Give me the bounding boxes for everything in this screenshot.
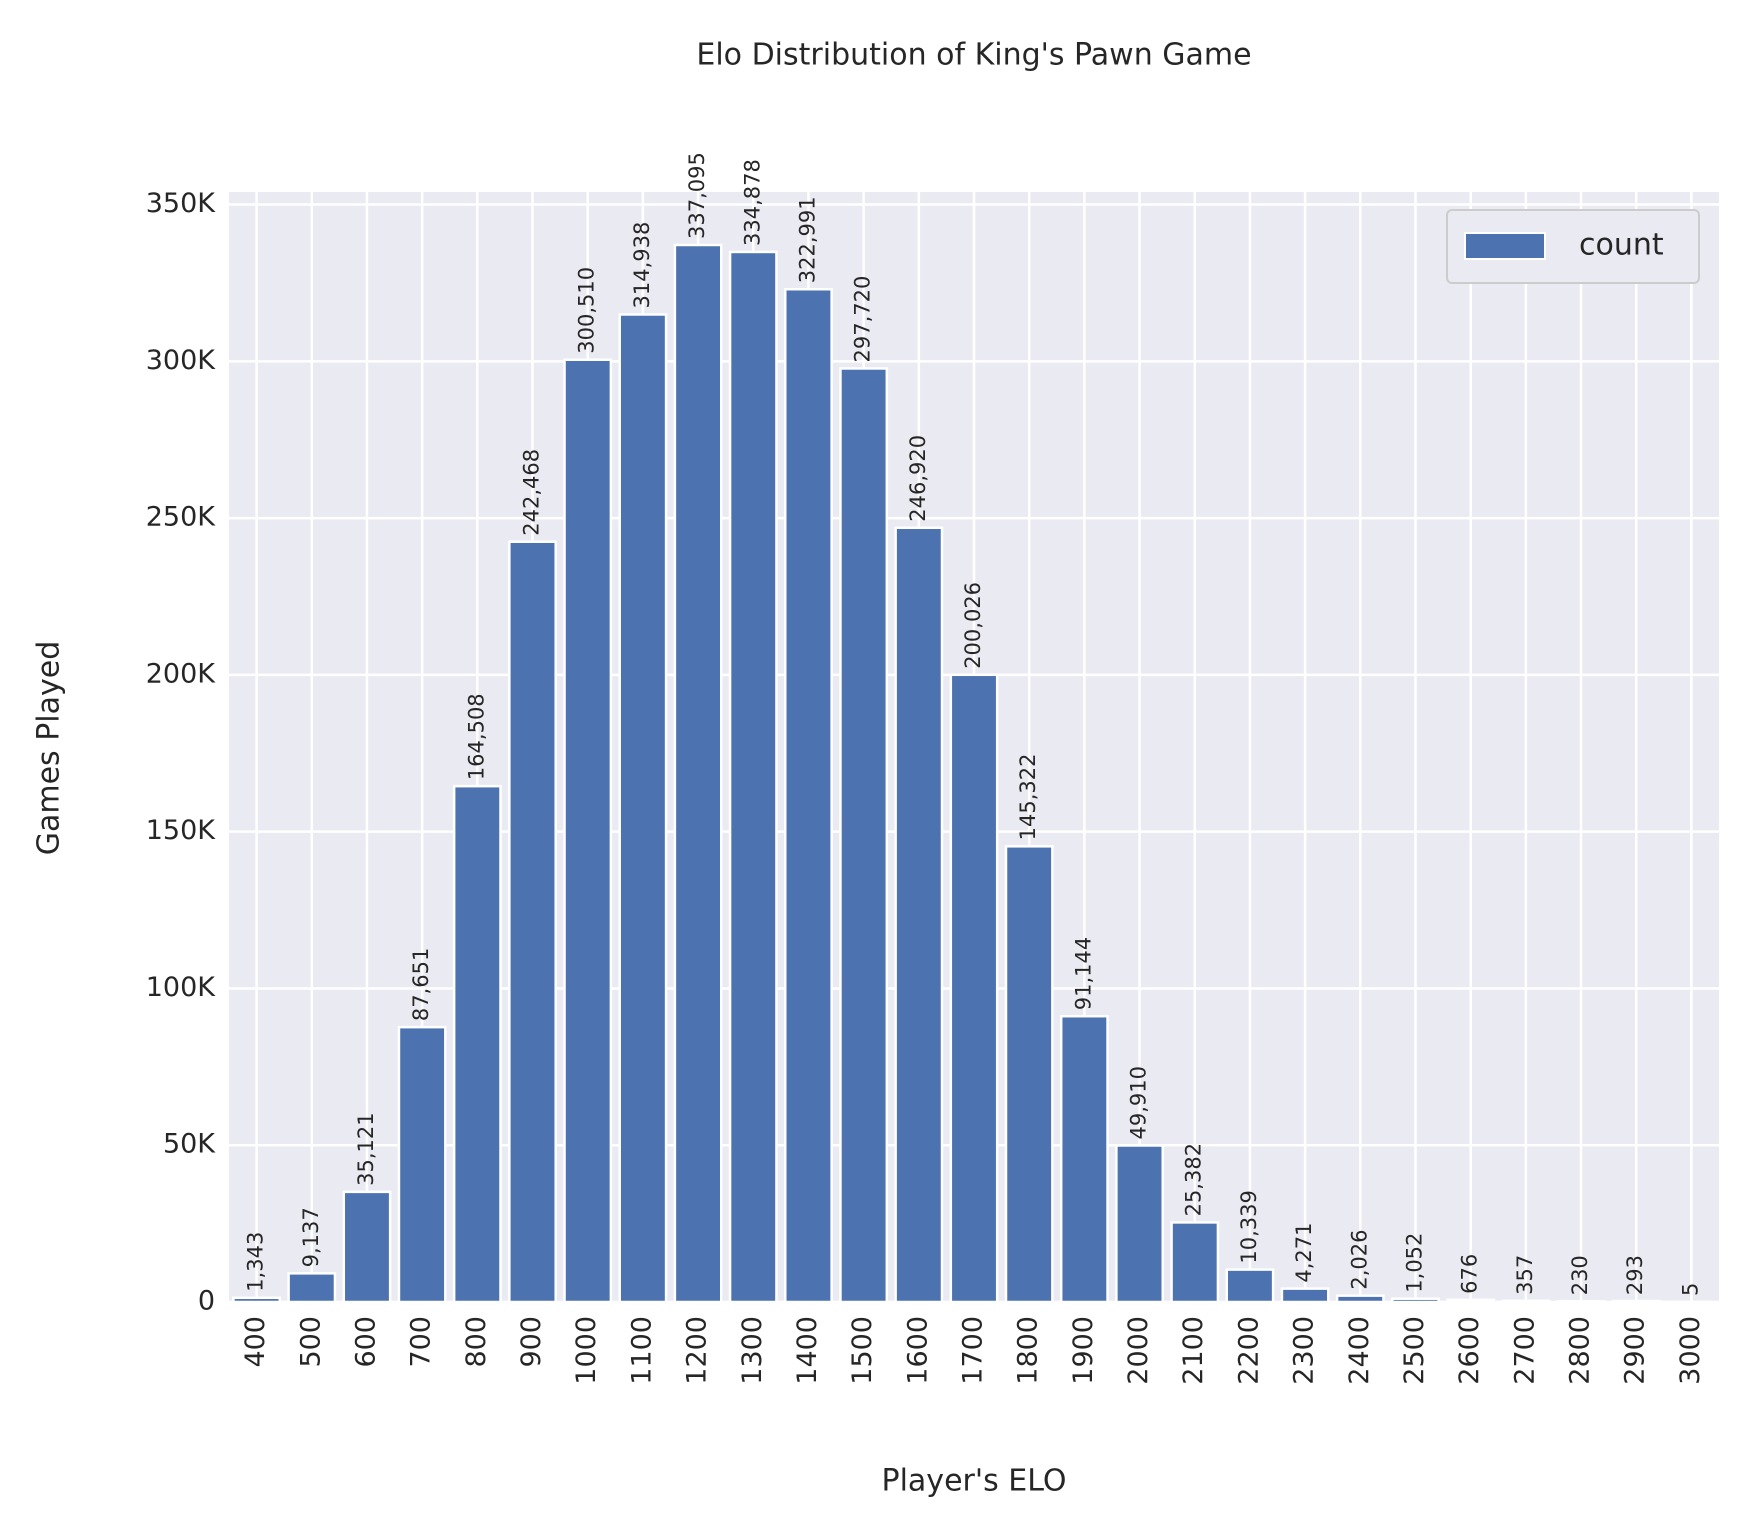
data-label: 230 — [1568, 1255, 1592, 1295]
data-label: 164,508 — [464, 693, 488, 780]
bar — [563, 358, 613, 1304]
x-tick-label: 1100 — [626, 1316, 657, 1385]
bar — [618, 313, 668, 1304]
bar — [1556, 1300, 1606, 1304]
x-tick-label: 500 — [295, 1316, 326, 1368]
data-label: 337,095 — [685, 152, 709, 239]
data-label: 91,144 — [1071, 937, 1095, 1010]
x-tick-label: 1800 — [1013, 1316, 1044, 1385]
y-tick-label: 300K — [146, 345, 217, 376]
x-tick-label: 1300 — [737, 1316, 768, 1385]
data-label: 35,121 — [354, 1112, 378, 1185]
x-tick-label: 1900 — [1068, 1316, 1099, 1385]
data-label: 1,052 — [1402, 1233, 1426, 1293]
data-label: 5 — [1678, 1283, 1702, 1296]
x-tick-label: 1700 — [958, 1316, 989, 1385]
y-tick-label: 50K — [163, 1129, 216, 1160]
bar — [287, 1272, 337, 1304]
x-tick-label: 800 — [461, 1316, 492, 1368]
data-label: 322,991 — [795, 196, 819, 283]
bar — [1004, 845, 1054, 1304]
legend-box — [1446, 209, 1700, 284]
y-tick-label: 100K — [146, 972, 217, 1003]
bar — [949, 673, 999, 1304]
bar — [508, 540, 557, 1304]
bar — [1335, 1294, 1385, 1304]
x-tick-label: 2300 — [1289, 1316, 1320, 1385]
data-label: 314,938 — [630, 222, 654, 309]
data-label: 676 — [1458, 1254, 1482, 1294]
data-label: 4,271 — [1292, 1222, 1316, 1282]
x-tick-label: 2700 — [1509, 1316, 1540, 1385]
data-label: 49,910 — [1127, 1066, 1151, 1139]
bar — [839, 367, 889, 1304]
data-label: 300,510 — [575, 267, 599, 354]
x-tick-label: 2500 — [1399, 1316, 1430, 1385]
bar — [1611, 1299, 1661, 1304]
data-label: 2,026 — [1347, 1230, 1371, 1290]
data-label: 246,920 — [906, 435, 930, 522]
bar — [1170, 1221, 1220, 1304]
x-tick-label: 1400 — [792, 1316, 823, 1385]
data-label: 293 — [1623, 1255, 1647, 1295]
bar — [1501, 1299, 1551, 1304]
legend-label: count — [1579, 228, 1664, 263]
x-tick-label: 2000 — [1123, 1316, 1154, 1385]
chart-title: Elo Distribution of King's Pawn Game — [696, 38, 1251, 73]
data-label: 145,322 — [1016, 753, 1040, 840]
y-tick-label: 150K — [146, 815, 217, 846]
bar — [342, 1190, 392, 1304]
data-label: 242,468 — [520, 449, 544, 536]
data-label: 334,878 — [740, 159, 764, 246]
data-label: 357 — [1513, 1255, 1537, 1295]
bar — [232, 1296, 282, 1304]
x-tick-label: 400 — [240, 1316, 271, 1368]
bar — [728, 250, 778, 1304]
bar — [673, 243, 723, 1304]
data-label: 87,651 — [409, 948, 433, 1021]
x-tick-label: 3000 — [1675, 1316, 1706, 1385]
legend-swatch — [1464, 232, 1546, 260]
bar — [1115, 1144, 1164, 1304]
bar — [784, 287, 833, 1304]
bar — [397, 1025, 447, 1304]
bar — [894, 526, 944, 1304]
x-tick-label: 700 — [406, 1316, 437, 1368]
x-tick-label: 2400 — [1344, 1316, 1375, 1385]
bar — [1280, 1287, 1330, 1304]
x-tick-label: 2200 — [1233, 1316, 1264, 1385]
x-tick-label: 2100 — [1178, 1316, 1209, 1385]
bar — [1446, 1298, 1496, 1304]
y-axis-label: Games Played — [32, 641, 67, 856]
y-tick-label: 0 — [198, 1286, 215, 1317]
bar — [452, 784, 502, 1304]
x-tick-label: 2900 — [1620, 1316, 1651, 1385]
x-axis-label: Player's ELO — [882, 1464, 1067, 1499]
y-tick-label: 200K — [146, 658, 217, 689]
y-tick-label: 250K — [146, 502, 217, 533]
bar — [1059, 1014, 1109, 1304]
x-tick-label: 2600 — [1454, 1316, 1485, 1385]
data-label: 1,343 — [244, 1232, 268, 1292]
bar — [1225, 1268, 1275, 1304]
x-tick-label: 600 — [350, 1316, 381, 1368]
data-label: 25,382 — [1182, 1143, 1206, 1216]
data-label: 10,339 — [1237, 1190, 1261, 1263]
x-tick-label: 1200 — [682, 1316, 713, 1385]
data-label: 297,720 — [851, 276, 875, 363]
x-tick-label: 1600 — [902, 1316, 933, 1385]
x-tick-label: 1000 — [571, 1316, 602, 1385]
x-tick-label: 2800 — [1565, 1316, 1596, 1385]
x-tick-label: 900 — [516, 1316, 547, 1368]
data-label: 200,026 — [961, 582, 985, 669]
bar — [1391, 1297, 1440, 1304]
x-tick-label: 1500 — [847, 1316, 878, 1385]
y-tick-label: 350K — [146, 188, 217, 219]
data-label: 9,137 — [299, 1207, 323, 1267]
